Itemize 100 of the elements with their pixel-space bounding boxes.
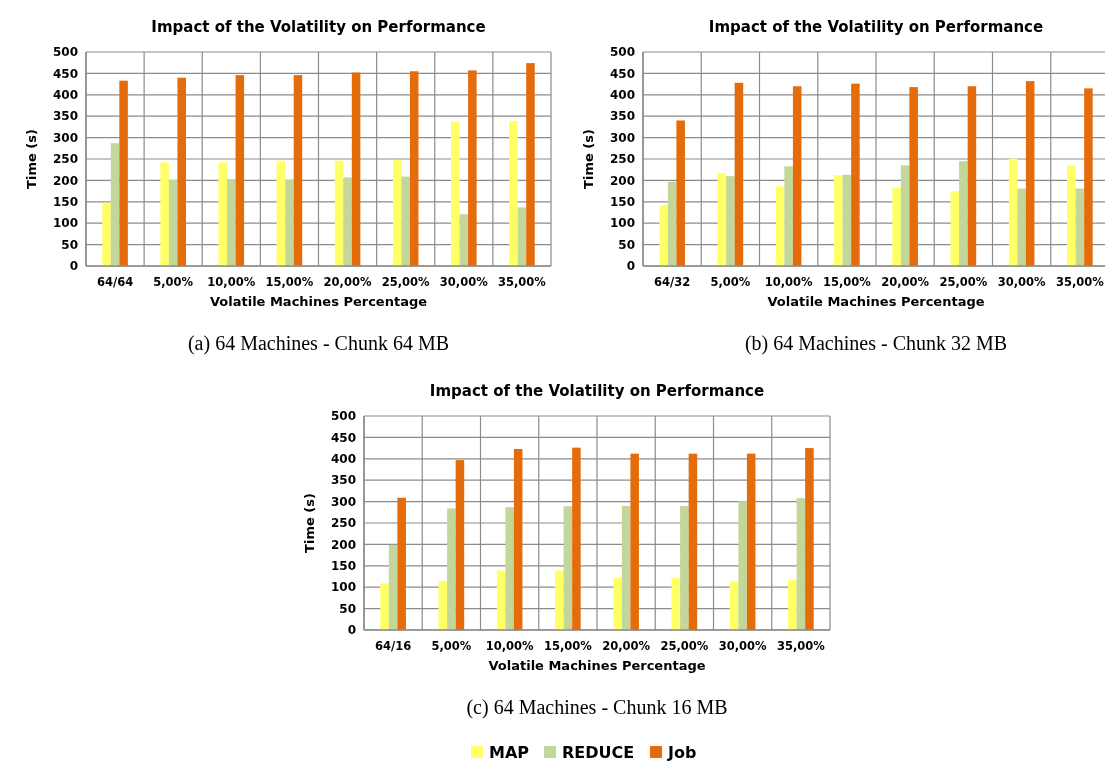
bar	[388, 544, 398, 630]
bar	[409, 71, 419, 266]
x-tick-label: 64/32	[654, 275, 691, 289]
bar	[1025, 81, 1035, 266]
bar	[738, 501, 747, 630]
y-tick-label: 50	[339, 601, 356, 616]
bar	[119, 80, 128, 266]
legend-label: MAP	[489, 742, 530, 762]
y-tick-label: 500	[330, 409, 356, 424]
bar	[110, 143, 120, 266]
bar	[792, 86, 802, 266]
y-tick-label: 0	[626, 259, 635, 274]
bar	[526, 63, 535, 266]
y-tick-label: 350	[609, 109, 635, 124]
bar	[676, 120, 685, 266]
y-tick-label: 100	[52, 216, 78, 231]
y-tick-label: 50	[61, 237, 78, 252]
bar	[788, 579, 797, 630]
bar	[517, 207, 527, 266]
bar	[496, 570, 506, 630]
bar	[276, 160, 286, 266]
bar	[688, 453, 698, 630]
bar	[671, 577, 681, 630]
bar	[451, 121, 460, 266]
bar	[160, 162, 169, 266]
y-axis-title: Time (s)	[581, 129, 596, 189]
bar	[455, 460, 465, 630]
bar	[177, 77, 186, 266]
bar	[959, 161, 968, 266]
bar	[468, 70, 477, 266]
legend-label: Job	[667, 742, 697, 762]
bar	[717, 173, 727, 266]
bar	[334, 160, 344, 266]
y-tick-label: 350	[330, 473, 356, 488]
bar	[555, 570, 564, 630]
bar	[380, 583, 389, 630]
bar	[1017, 188, 1026, 266]
bar	[621, 505, 631, 630]
bar	[950, 191, 960, 266]
bar	[834, 175, 843, 266]
x-tick-label: 20,00%	[881, 275, 930, 289]
chart-title: Impact of the Volatility on Performance	[708, 18, 1044, 36]
bar	[1067, 165, 1076, 266]
x-tick-label: 5,00%	[153, 275, 194, 289]
bar	[285, 179, 294, 266]
y-tick-label: 450	[330, 430, 356, 445]
y-tick-label: 400	[330, 452, 356, 466]
y-tick-label: 150	[330, 559, 356, 573]
y-tick-label: 150	[609, 195, 635, 209]
bar	[659, 205, 668, 266]
bar	[509, 120, 518, 266]
bar	[805, 448, 814, 630]
y-tick-label: 400	[609, 88, 635, 102]
bar	[563, 506, 573, 630]
y-tick-label: 250	[330, 516, 356, 531]
y-tick-label: 200	[52, 173, 78, 188]
x-tick-label: 64/64	[96, 275, 134, 289]
bar	[746, 453, 756, 630]
y-tick-label: 450	[609, 66, 635, 81]
x-tick-label: 25,00%	[660, 639, 709, 653]
bar	[842, 174, 852, 266]
y-tick-label: 250	[52, 152, 78, 167]
y-tick-label: 400	[52, 88, 78, 102]
x-axis-title: Volatile Machines Percentage	[488, 658, 706, 673]
bar	[447, 508, 456, 630]
bar	[392, 159, 402, 266]
bar	[729, 581, 739, 630]
x-tick-label: 15,00%	[822, 275, 872, 289]
bar	[102, 202, 111, 266]
y-tick-label: 300	[609, 130, 635, 145]
y-tick-label: 150	[52, 195, 78, 209]
x-tick-label: 20,00%	[602, 639, 651, 653]
x-axis-title: Volatile Machines Percentage	[767, 294, 985, 309]
bar	[630, 453, 639, 630]
y-tick-label: 450	[52, 66, 78, 81]
bar	[218, 162, 228, 266]
bar	[1084, 88, 1093, 266]
text: (b) 64 Machines - Chunk 32 MB	[744, 332, 1008, 355]
bar	[401, 176, 410, 266]
bar	[513, 448, 523, 630]
x-tick-label: 35,00%	[1055, 275, 1105, 289]
y-tick-label: 500	[609, 45, 635, 60]
x-tick-label: 5,00%	[710, 275, 751, 289]
y-tick-label: 250	[609, 152, 635, 167]
bar	[438, 581, 448, 630]
bar	[351, 72, 361, 266]
bar	[734, 82, 744, 266]
bar	[235, 75, 245, 266]
bar	[343, 177, 352, 266]
y-tick-label: 50	[618, 237, 635, 252]
x-tick-label: 35,00%	[776, 639, 826, 653]
x-tick-label: 20,00%	[323, 275, 372, 289]
x-tick-label: 30,00%	[439, 275, 489, 289]
bar	[796, 498, 806, 630]
y-tick-label: 0	[69, 259, 78, 274]
text: (a) 64 Machines - Chunk 64 MB	[187, 332, 450, 355]
bar	[892, 187, 901, 266]
y-axis-title: Time (s)	[302, 493, 317, 553]
y-tick-label: 500	[52, 45, 78, 60]
bar	[1008, 158, 1018, 266]
